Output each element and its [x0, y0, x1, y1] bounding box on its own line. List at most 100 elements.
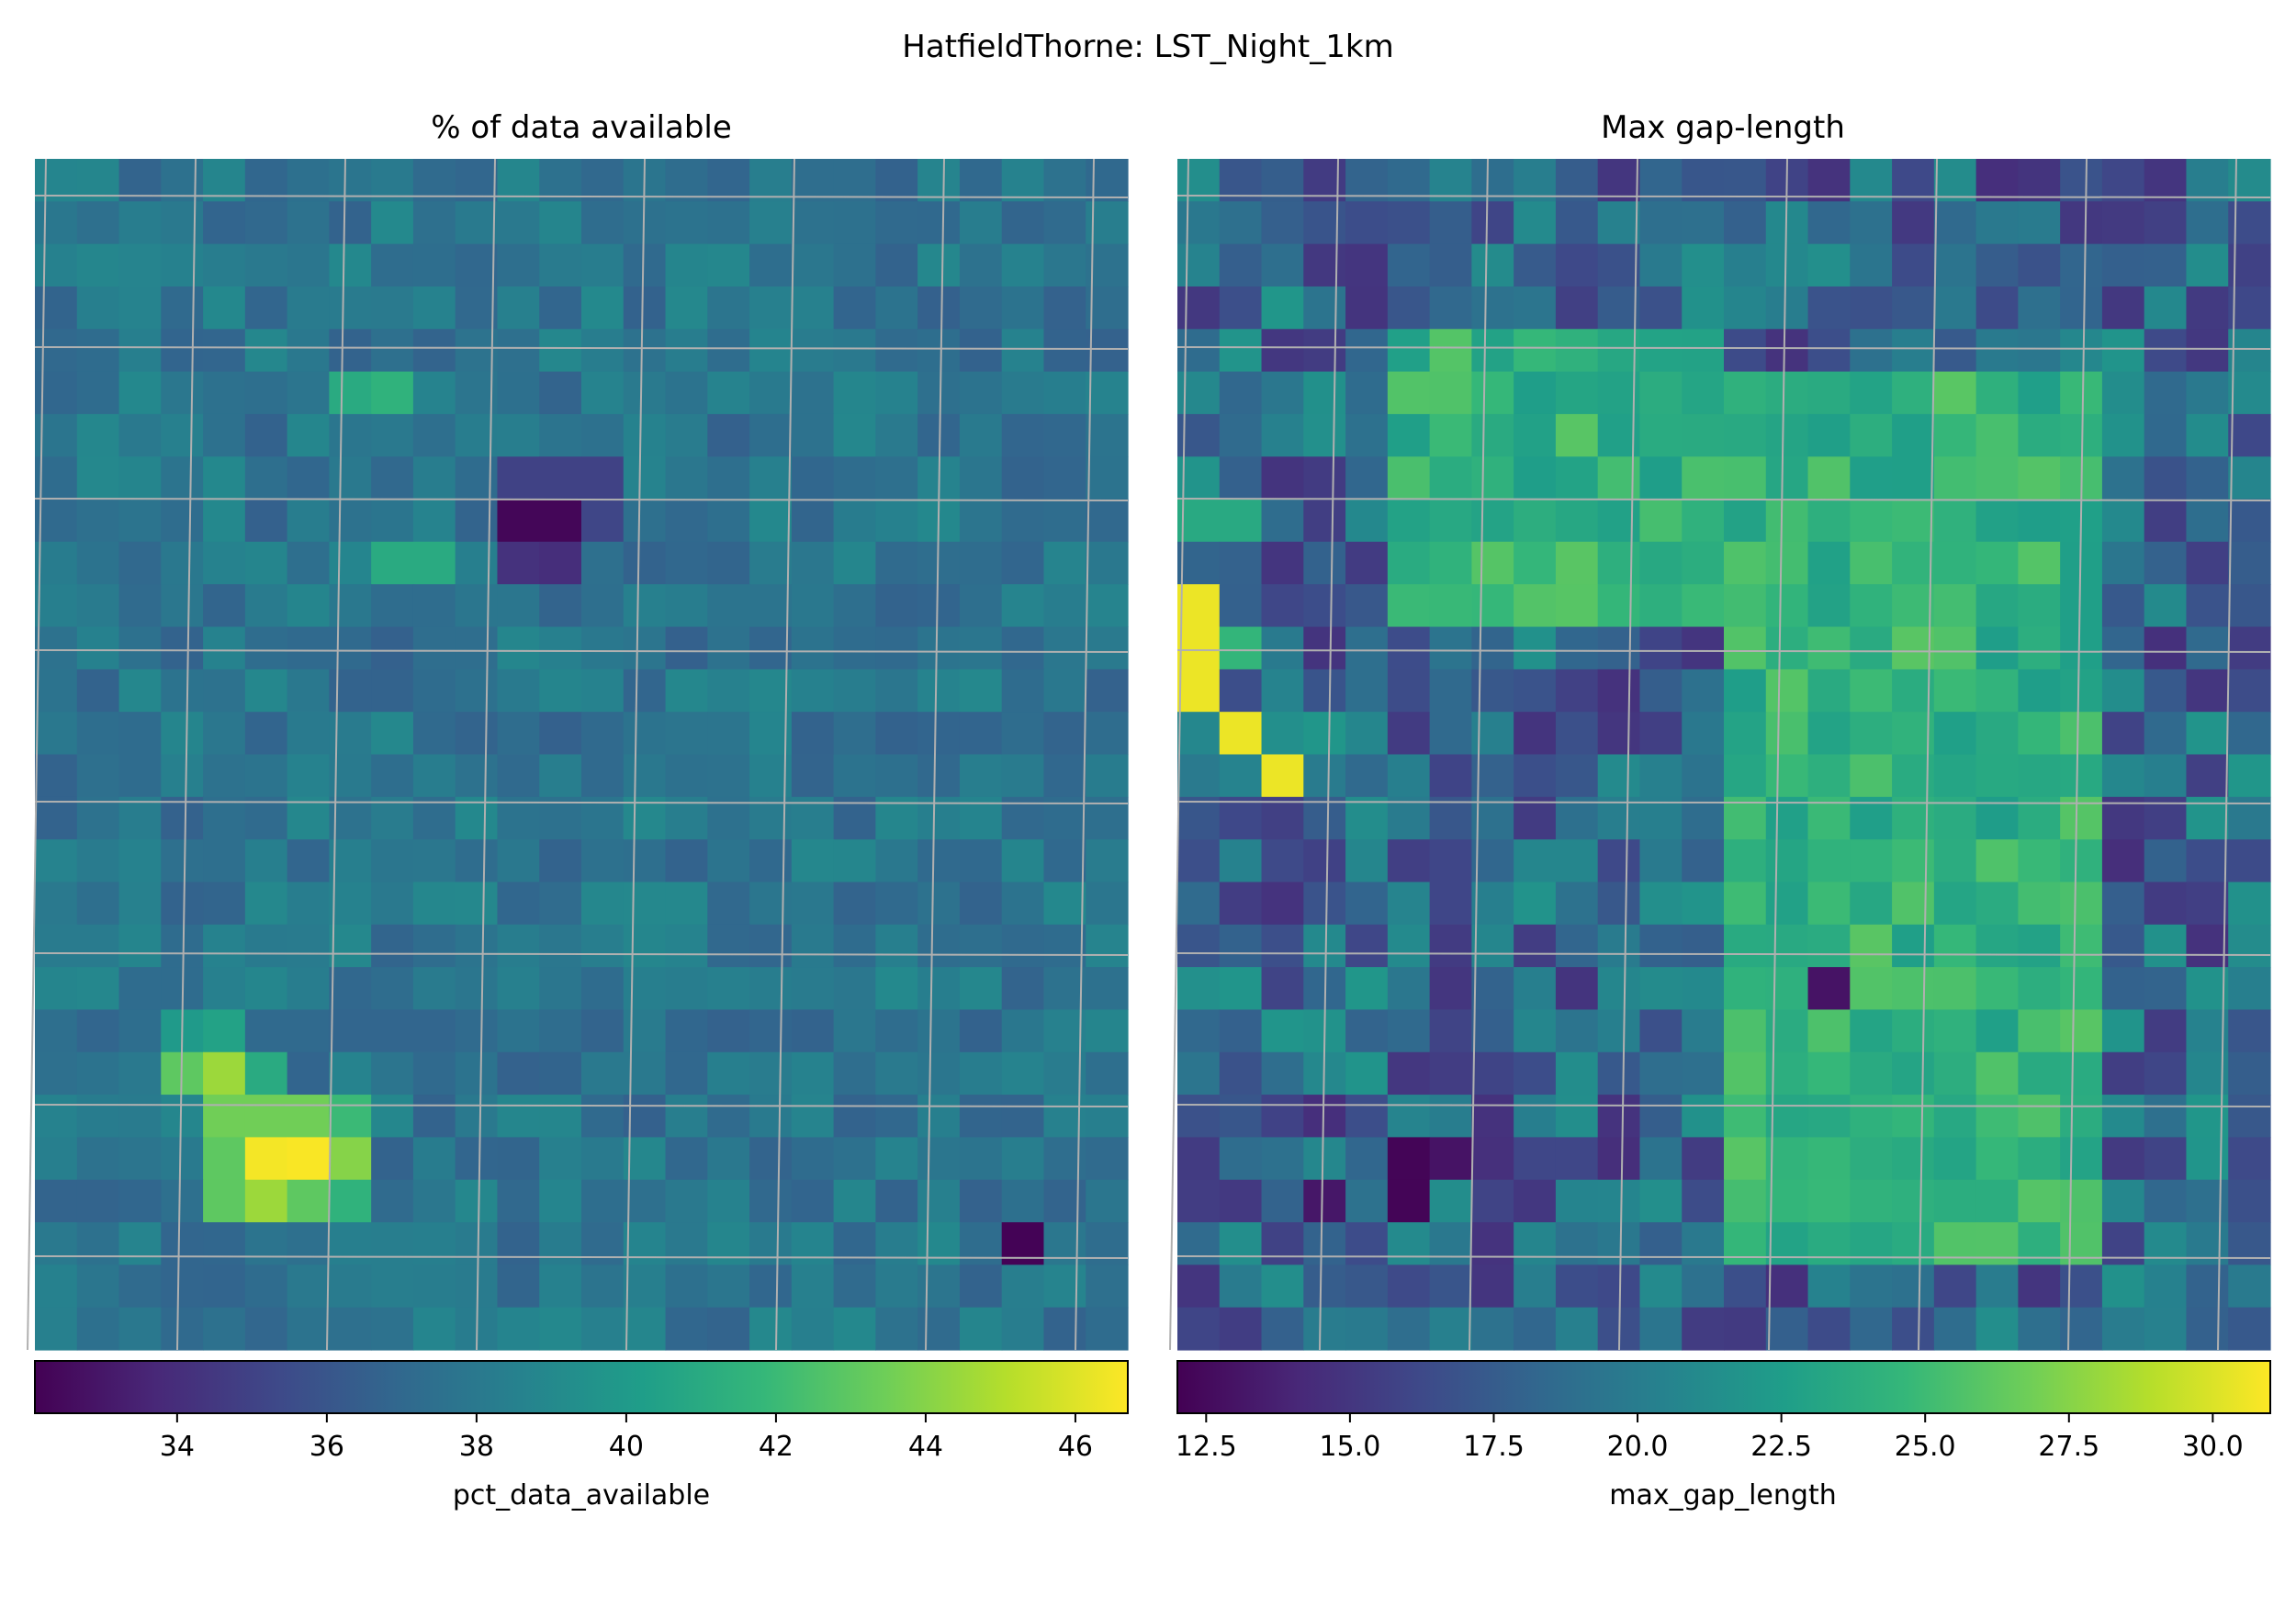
heatmap-cell: [2144, 1009, 2188, 1053]
heatmap-cell: [1682, 839, 1725, 883]
heatmap-cell: [1807, 1095, 1851, 1138]
heatmap-cell: [1975, 1222, 2019, 1265]
heatmap-cell: [749, 839, 793, 883]
heatmap-cell: [1514, 1051, 1557, 1096]
heatmap-cell: [1933, 201, 1977, 245]
heatmap-cell: [2101, 456, 2145, 500]
heatmap-cell: [1514, 371, 1557, 415]
heatmap-cell: [1724, 159, 1767, 202]
heatmap-cell: [1471, 1137, 1514, 1181]
heatmap-cell: [118, 159, 162, 202]
heatmap-cell: [1261, 839, 1304, 883]
heatmap-cell: [1850, 329, 1893, 373]
heatmap-cell: [35, 1222, 78, 1265]
heatmap-cell: [1387, 796, 1431, 840]
heatmap-cell: [959, 1307, 1003, 1351]
heatmap-cell: [1765, 286, 1809, 330]
heatmap-cell: [665, 1222, 708, 1265]
heatmap-cell: [875, 1051, 918, 1096]
heatmap-cell: [1807, 1222, 1851, 1265]
heatmap-cell: [497, 1222, 540, 1265]
heatmap-cell: [1892, 1051, 1935, 1096]
heatmap-cell: [244, 712, 288, 756]
heatmap-cell: [76, 712, 120, 756]
heatmap-cell: [1639, 1009, 1683, 1053]
heatmap-cell: [1043, 1222, 1086, 1265]
heatmap-cell: [875, 1179, 918, 1223]
heatmap-cell: [455, 584, 499, 628]
heatmap-cell: [833, 967, 876, 1011]
heatmap-cell: [959, 839, 1003, 883]
heatmap-cell: [455, 1179, 499, 1223]
heatmap-cell: [35, 243, 78, 287]
heatmap-cell: [917, 1179, 961, 1223]
heatmap-cell: [329, 371, 372, 415]
heatmap-cell: [833, 669, 876, 713]
heatmap-cell: [1933, 1264, 1977, 1309]
heatmap-cell: [497, 1307, 540, 1351]
heatmap-cell: [287, 541, 330, 585]
heatmap-cell: [455, 541, 499, 585]
heatmap-cell: [1387, 371, 1431, 415]
heatmap-cell: [287, 1095, 330, 1138]
heatmap-cell: [1765, 924, 1809, 968]
heatmap-cell: [707, 669, 750, 713]
heatmap-cell: [707, 1009, 750, 1053]
heatmap-cell: [1471, 967, 1514, 1011]
heatmap-cell: [2018, 796, 2061, 840]
heatmap-cell: [497, 1051, 540, 1096]
heatmap-cell: [1892, 201, 1935, 245]
heatmap-cell: [1387, 839, 1431, 883]
meridian-line: [2217, 158, 2237, 1351]
heatmap-cell: [455, 754, 499, 798]
heatmap-cell: [539, 1137, 582, 1181]
heatmap-cell: [455, 159, 499, 202]
heatmap-cell: [1514, 882, 1557, 926]
heatmap-cell: [118, 456, 162, 500]
heatmap-cell: [1975, 1009, 2019, 1053]
heatmap-cell: [161, 413, 204, 457]
left-panel-title: % of data available: [431, 109, 732, 146]
heatmap-cell: [1001, 712, 1045, 756]
heatmap-cell: [1177, 967, 1221, 1011]
heatmap-cell: [203, 882, 246, 926]
heatmap-cell: [244, 967, 288, 1011]
heatmap-cell: [2018, 1051, 2061, 1096]
heatmap-cell: [707, 1222, 750, 1265]
heatmap-cell: [1975, 413, 2019, 457]
heatmap-cell: [1514, 626, 1557, 670]
heatmap-cell: [1850, 201, 1893, 245]
heatmap-cell: [2101, 499, 2145, 543]
heatmap-cell: [76, 1264, 120, 1309]
heatmap-cell: [1261, 243, 1304, 287]
heatmap-cell: [203, 499, 246, 543]
heatmap-cell: [1177, 669, 1221, 713]
heatmap-cell: [1597, 839, 1641, 883]
heatmap-cell: [203, 967, 246, 1011]
heatmap-cell: [623, 1009, 667, 1053]
heatmap-cell: [1639, 1179, 1683, 1223]
heatmap-cell: [1682, 371, 1725, 415]
heatmap-cell: [1429, 882, 1472, 926]
heatmap-cell: [1303, 286, 1346, 330]
heatmap-cell: [2101, 1051, 2145, 1096]
heatmap-cell: [791, 584, 835, 628]
heatmap-cell: [161, 1264, 204, 1309]
heatmap-cell: [118, 1222, 162, 1265]
heatmap-cell: [244, 371, 288, 415]
heatmap-cell: [1933, 669, 1977, 713]
heatmap-cell: [1177, 243, 1221, 287]
heatmap-cell: [1765, 1222, 1809, 1265]
heatmap-cell: [1807, 159, 1851, 202]
heatmap-cell: [833, 286, 876, 330]
heatmap-cell: [1765, 1137, 1809, 1181]
heatmap-cell: [2060, 754, 2103, 798]
heatmap-cell: [412, 159, 456, 202]
heatmap-cell: [76, 201, 120, 245]
heatmap-cell: [1850, 1137, 1893, 1181]
heatmap-cell: [581, 243, 625, 287]
heatmap-cell: [1429, 1051, 1472, 1096]
heatmap-cell: [791, 754, 835, 798]
heatmap-cell: [749, 967, 793, 1011]
heatmap-cell: [455, 796, 499, 840]
